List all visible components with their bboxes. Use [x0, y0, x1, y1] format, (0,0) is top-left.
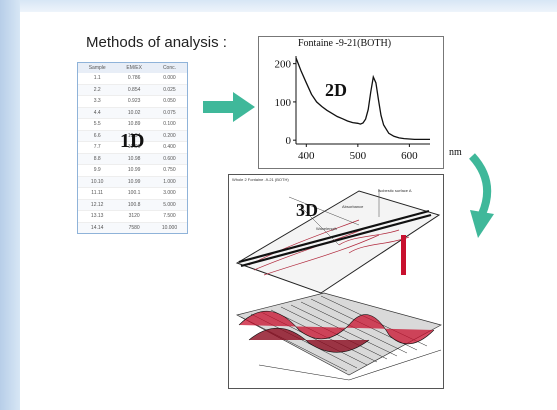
table-cell: 3.000	[151, 187, 187, 200]
table-row: 1.1 0.786 0.000	[78, 73, 187, 85]
table-cell: 5.5	[78, 118, 117, 131]
table-cell: 0.200	[151, 130, 187, 142]
table-cell: 12.12	[78, 199, 117, 211]
table-cell: 10.96	[116, 141, 152, 154]
table-cell: 8090	[116, 234, 152, 235]
table-cell: 2.2	[78, 84, 117, 96]
table-row: 2.2 0.854 0.025	[78, 84, 187, 96]
table-row: 8.8 10.98 0.600	[78, 153, 187, 165]
label-1d: 1D	[120, 130, 145, 152]
annotation-title-3d: Whole 2 Fontaine -9-21 (BOTH)	[232, 177, 289, 182]
spectrum-chart: 0 100 200 400 500 600	[275, 56, 430, 162]
table-cell: 5.000	[151, 199, 187, 211]
table-cell: 15.15	[78, 234, 116, 235]
table-row: 12.12 100.8 5.000	[78, 199, 187, 211]
plot-3d-frame	[228, 174, 444, 389]
annotation-wavelength: Wavelength	[316, 226, 337, 231]
x-tick-label: 400	[298, 150, 315, 162]
label-3d: 3D	[296, 200, 318, 220]
x-tick-label: 500	[350, 150, 367, 162]
table-cell: 10.10	[78, 176, 117, 188]
surface-3d-graphic	[235, 189, 442, 381]
table-cell: 3.3	[78, 95, 117, 108]
table-cell: 4.4	[78, 107, 117, 119]
table-cell: 8.8	[78, 153, 117, 165]
y-tick-label: 0	[286, 135, 292, 147]
table-row: 13.13 3120 7.500	[78, 210, 187, 223]
table-cell: 6.6	[78, 130, 117, 142]
background-top-band	[20, 0, 557, 12]
label-2d: 2D	[325, 80, 347, 100]
table-row: 4.4 10.02 0.075	[78, 107, 187, 119]
table-row: 6.6 10.94 0.200	[78, 130, 187, 142]
curved-arrow-icon	[468, 153, 494, 238]
table-row: 10.10 10.99 1.000	[78, 176, 187, 188]
table-cell: 0.075	[151, 107, 187, 119]
plot-2d-frame	[258, 36, 444, 169]
table-cell: 100.1	[116, 187, 152, 200]
table-cell: 1.1	[78, 73, 117, 85]
spectrum-line	[295, 57, 430, 141]
table-header-cell: Sample	[78, 63, 117, 73]
table-cell: 0.400	[151, 141, 187, 154]
table-cell: 10.000	[151, 222, 187, 233]
table-cell: 10.99	[116, 164, 152, 177]
table-cell: 10.02	[116, 107, 152, 119]
table-cell: 14.14	[78, 222, 117, 233]
data-table-1d: Sample EM/EX Conc. 1.1 0.786 0.000 2.2 0.854 0.…	[78, 63, 187, 235]
table-cell: 10.94	[116, 130, 152, 142]
slide-title: Methods of analysis :	[86, 34, 227, 51]
table-cell: 7580	[116, 222, 152, 233]
table-cell: 10.89	[116, 118, 152, 131]
table-row: 11.11 100.1 3.000	[78, 187, 187, 200]
background-left-band	[0, 0, 20, 410]
table-cell: 3120	[116, 210, 152, 223]
table-header-cell: Conc.	[151, 63, 187, 73]
table-row: 9.9 10.99 0.750	[78, 164, 187, 177]
table-1d-panel: Sample EM/EX Conc. 1.1 0.786 0.000 2.2 0.854 0.…	[77, 62, 188, 234]
table-row: 5.5 10.89 0.100	[78, 118, 187, 131]
table-cell: 0.750	[151, 164, 187, 177]
table-cell: 0.786	[116, 73, 152, 85]
table-cell: 7.7	[78, 141, 117, 154]
table-cell: 100.8	[116, 199, 152, 211]
table-cell: 1.000	[151, 176, 187, 188]
x-axis-unit: nm	[449, 147, 462, 158]
table-row: 7.7 10.96 0.400	[78, 141, 187, 154]
table-cell: 0.025	[151, 84, 187, 96]
table-cell: 0.600	[151, 153, 187, 165]
table-cell: 0.854	[116, 84, 152, 96]
table-cell: 20.000	[152, 234, 187, 235]
table-row: 3.3 0.923 0.050	[78, 95, 187, 108]
table-row: 15.15809020.000	[78, 234, 187, 235]
table-cell: 0.000	[151, 73, 187, 85]
annotation-isobestic: Isobestic surface A	[378, 188, 412, 193]
table-cell: 7.500	[151, 210, 187, 223]
table-cell: 10.98	[116, 153, 152, 165]
table-cell: 10.99	[116, 176, 152, 188]
table-cell: 11.11	[78, 187, 117, 200]
y-tick-label: 100	[275, 97, 292, 109]
table-cell: 9.9	[78, 164, 117, 177]
table-cell: 0.050	[151, 95, 187, 108]
table-cell: 13.13	[78, 210, 117, 223]
arrow-right-icon	[203, 92, 255, 122]
table-header-cell: EM/EX	[116, 63, 152, 73]
table-cell: 0.100	[151, 118, 187, 131]
x-tick-label: 600	[401, 150, 418, 162]
table-cell: 0.923	[116, 95, 152, 108]
plot-2d-title: Fontaine -9-21(BOTH)	[298, 38, 392, 49]
y-tick-label: 200	[275, 59, 292, 71]
table-row: 14.14 7580 10.000	[78, 222, 187, 233]
annotation-absorbance: Absorbance	[342, 204, 364, 209]
